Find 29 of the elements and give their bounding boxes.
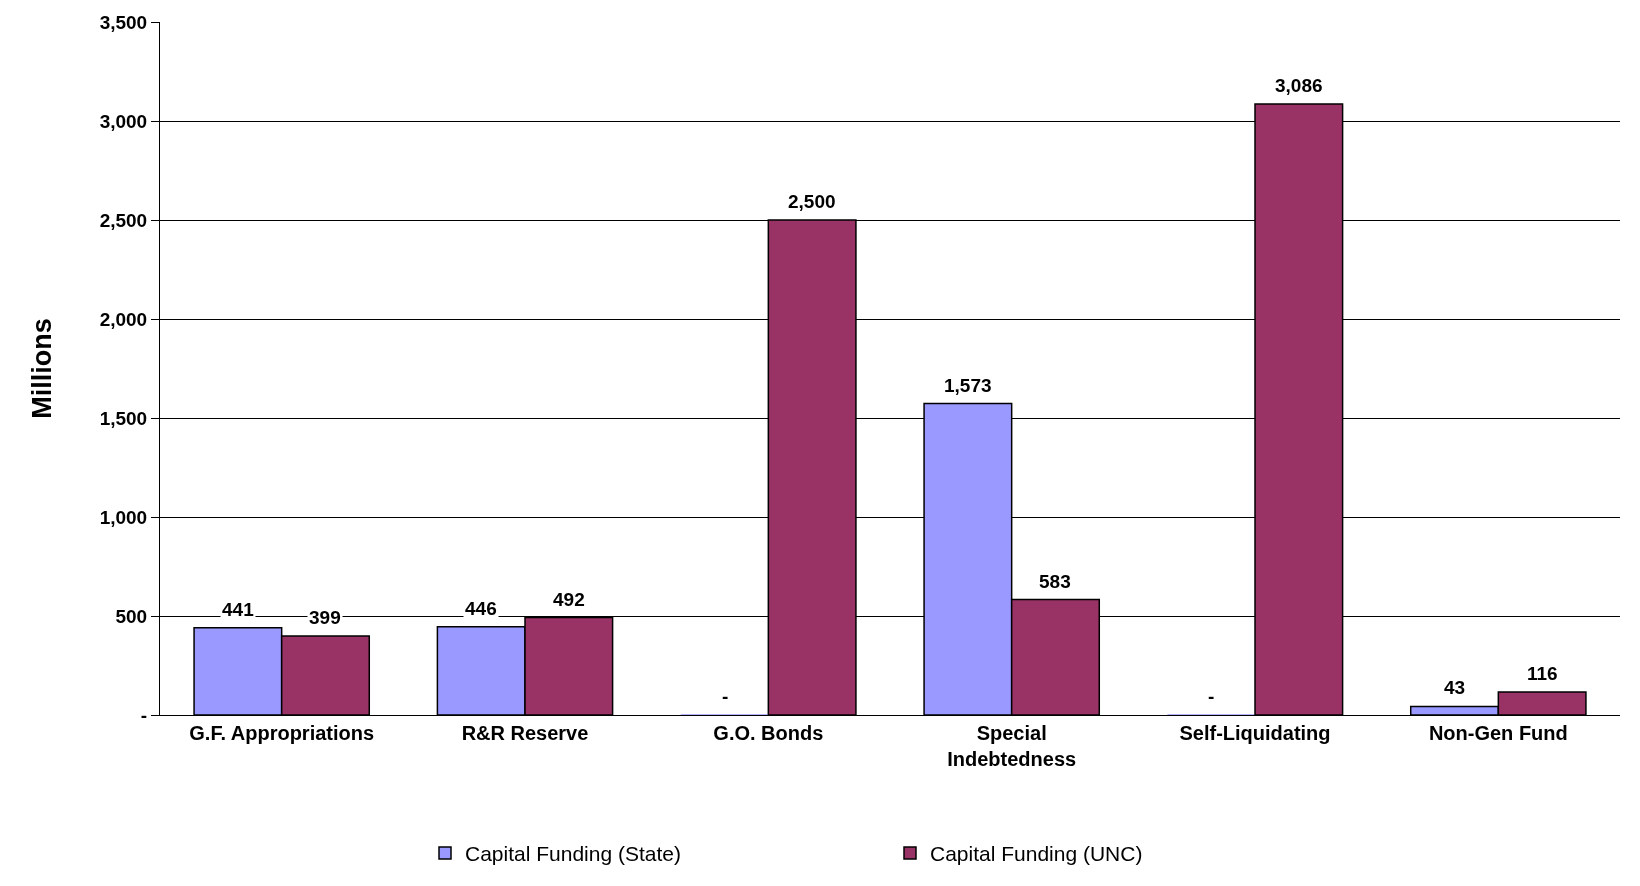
x-tick-label: Non-Gen Fund [1428,722,1568,744]
x-tick-label: R&R Reserve [461,722,589,744]
data-label: 492 [553,589,585,610]
y-tick-label: 2,500 [99,209,148,231]
x-tick-label: G.F. Appropriations [189,722,375,744]
data-label: 3,086 [1275,75,1323,96]
y-tick-label: 500 [115,605,148,627]
data-label: 116 [1527,663,1558,684]
data-label: 446 [465,598,497,619]
data-label: 399 [309,607,341,628]
y-axis-title: Millions [26,318,57,419]
data-label: 583 [1039,571,1071,592]
y-tick-label: 1,500 [99,407,148,429]
y-tick-label: 2,000 [99,308,148,330]
data-label: - [1208,686,1215,707]
y-tick-label: 3,500 [99,11,148,33]
x-tick-label: G.O. Bonds [713,722,824,744]
data-label: - [722,686,729,707]
data-label: 2,500 [788,191,836,212]
legend-label: Capital Funding (UNC) [930,842,1143,866]
data-label: 441 [222,599,255,620]
y-tick-label: - [140,704,148,726]
x-tick-label: Self-Liquidating [1179,722,1331,744]
y-tick-label: 1,000 [99,506,148,528]
data-label: 1,573 [944,375,992,396]
y-tick-label: 3,000 [99,110,148,132]
legend-label: Capital Funding (State) [465,842,681,866]
x-tick-label: Special Indebtedness [947,722,1077,770]
data-label: 43 [1444,677,1466,698]
